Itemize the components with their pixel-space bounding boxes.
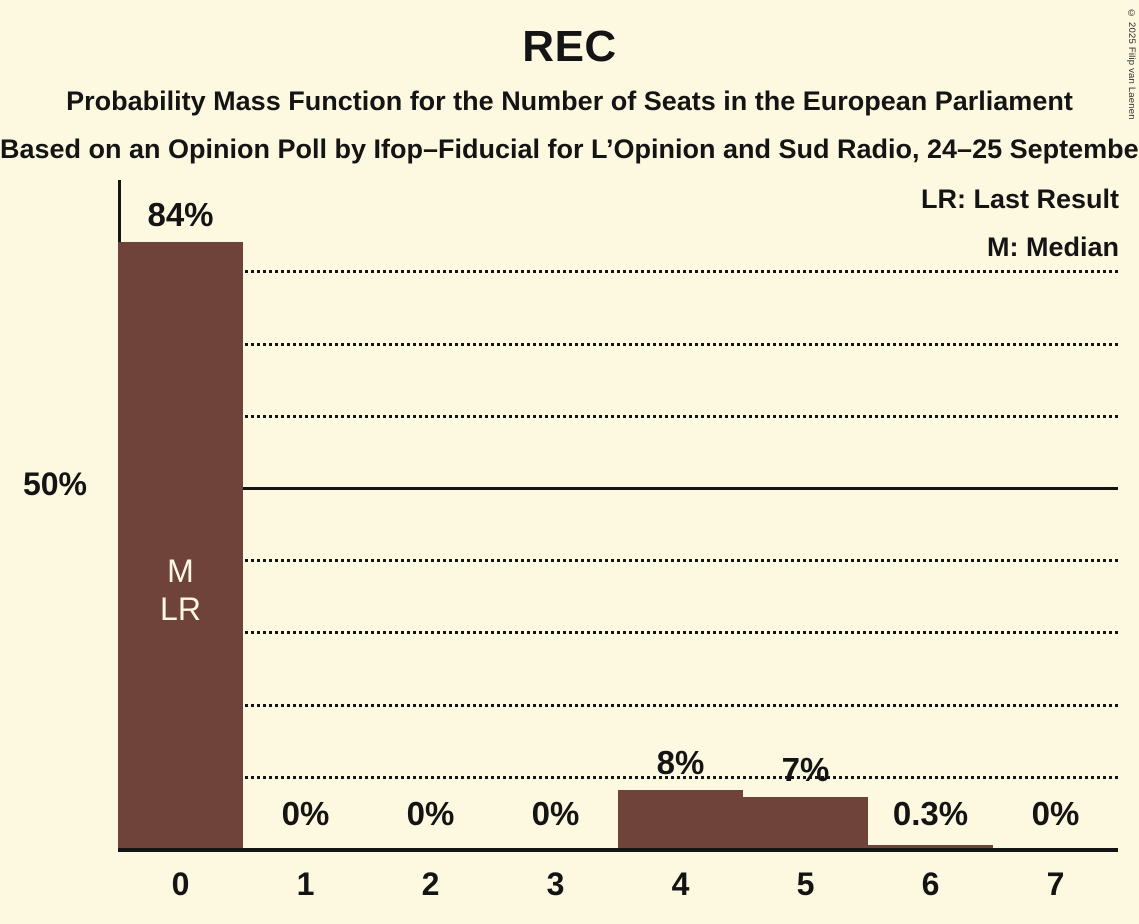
bar-value-label-1: 0% bbox=[281, 795, 330, 832]
x-axis-line bbox=[118, 848, 1118, 852]
bar-seat-4 bbox=[618, 790, 743, 848]
x-tick-label-6: 6 bbox=[921, 866, 940, 902]
bar-value-label-6: 0.3% bbox=[892, 795, 969, 832]
page-title: REC bbox=[522, 22, 617, 71]
x-tick-label-0: 0 bbox=[171, 866, 190, 902]
chart-subtitle: Probability Mass Function for the Number… bbox=[66, 86, 1073, 116]
y-axis-tick-label-50: 50% bbox=[22, 466, 87, 502]
legend-last-result: LR: Last Result bbox=[920, 184, 1119, 214]
gridline-50 bbox=[125, 487, 1118, 490]
median-marker: M bbox=[167, 552, 194, 589]
bar-value-label-0: 84% bbox=[147, 195, 214, 233]
bar-seat-6 bbox=[868, 845, 993, 848]
chart-source-line: Based on an Opinion Poll by Ifop–Fiducia… bbox=[0, 134, 1139, 164]
gridline-30 bbox=[125, 631, 1118, 635]
gridline-10 bbox=[125, 775, 1118, 779]
gridline-70 bbox=[125, 342, 1118, 346]
gridline-80 bbox=[125, 270, 1118, 274]
copyright-notice: © 2025 Filip van Laenen bbox=[1126, 8, 1137, 120]
x-tick-label-5: 5 bbox=[796, 866, 815, 902]
bar-value-label-7: 0% bbox=[1031, 795, 1080, 832]
x-tick-label-4: 4 bbox=[671, 866, 690, 902]
x-tick-label-1: 1 bbox=[296, 866, 315, 902]
last-result-marker: LR bbox=[160, 590, 201, 627]
bar-seat-5 bbox=[743, 797, 868, 848]
gridline-40 bbox=[125, 559, 1118, 563]
x-tick-label-3: 3 bbox=[546, 866, 565, 902]
gridline-60 bbox=[125, 414, 1118, 418]
gridline-20 bbox=[125, 703, 1118, 707]
x-tick-label-7: 7 bbox=[1046, 866, 1065, 902]
bar-value-label-3: 0% bbox=[531, 795, 580, 832]
bar-value-label-4: 8% bbox=[656, 744, 705, 782]
bar-value-label-2: 0% bbox=[406, 795, 455, 832]
x-tick-label-2: 2 bbox=[421, 866, 440, 902]
legend-median: M: Median bbox=[987, 232, 1119, 262]
bar-value-label-5: 7% bbox=[781, 751, 830, 789]
bar-seat-0: M LR bbox=[118, 241, 243, 848]
